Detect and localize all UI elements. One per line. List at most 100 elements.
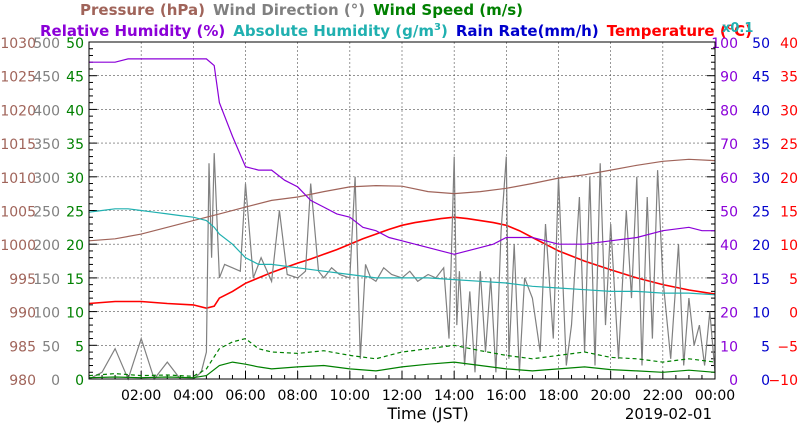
y-tick-label-rain_rate: 15: [752, 272, 770, 288]
y-tick-label-rain_rate: 0: [761, 373, 770, 389]
y-tick-label-humidity: 50: [720, 205, 738, 221]
legend-scale-note: x0.1: [722, 21, 753, 36]
series-line-relative-humidity: [89, 58, 715, 255]
y-tick-label-wind_direction: 300: [33, 171, 60, 187]
y-tick-label-pressure: 990: [9, 306, 36, 322]
y-tick-label-pressure: 1010: [0, 171, 36, 187]
x-tick-label: 06:00: [225, 388, 265, 404]
series-line-absolute-humidity-g-m-x0-1: [88, 208, 716, 296]
plot-series: [88, 58, 716, 381]
x-tick-label: 14:00: [434, 388, 474, 404]
y-tick-label-rain_rate: 40: [752, 103, 770, 119]
y-tick-label-rain_rate: 10: [752, 306, 770, 322]
y-tick-label-wind_speed: 10: [66, 306, 84, 322]
y-tick-label-temperature: 5: [789, 272, 798, 288]
y-tick-label-wind_speed: 50: [66, 36, 84, 52]
y-tick-label-humidity: 70: [720, 137, 738, 153]
legend-entry-1: Wind Direction (°): [213, 1, 365, 19]
y-tick-label-wind_direction: 50: [42, 339, 60, 355]
x-tick-label: 12:00: [382, 388, 422, 404]
y-tick-label-pressure: 995: [9, 272, 36, 288]
y-tick-label-pressure: 980: [9, 373, 36, 389]
y-tick-label-wind_direction: 150: [33, 272, 60, 288]
legend-entry-0: Relative Humidity (%): [40, 22, 225, 40]
y-tick-label-temperature: 25: [780, 137, 798, 153]
y-tick-label-temperature: 30: [780, 103, 798, 119]
y-tick-label-wind_direction: 350: [33, 137, 60, 153]
x-tick-label: 00:00: [695, 388, 735, 404]
y-tick-label-pressure: 1025: [0, 70, 36, 86]
y-tick-label-wind_speed: 15: [66, 272, 84, 288]
y-tick-label-wind_direction: 500: [33, 36, 60, 52]
y-tick-label-pressure: 1005: [0, 205, 36, 221]
y-tick-label-humidity: 60: [720, 171, 738, 187]
y-tick-label-wind_direction: 400: [33, 103, 60, 119]
y-tick-label-humidity: 100: [711, 36, 738, 52]
y-tick-label-temperature: 40: [780, 36, 798, 52]
y-tick-label-wind_direction: 100: [33, 306, 60, 322]
y-tick-label-temperature: 35: [780, 70, 798, 86]
y-tick-label-wind_speed: 5: [75, 339, 84, 355]
y-tick-label-rain_rate: 20: [752, 238, 770, 254]
y-tick-label-wind_direction: 250: [33, 205, 60, 221]
series-line-wind-direction: [88, 153, 716, 381]
series-line-temperature-c: [88, 216, 716, 310]
y-tick-label-humidity: 20: [720, 306, 738, 322]
y-tick-label-rain_rate: 45: [752, 70, 770, 86]
y-tick-label-humidity: 0: [729, 373, 738, 389]
legend-entry-2: Wind Speed (m/s): [373, 1, 523, 19]
series-line-pressure-hpa: [88, 158, 716, 242]
y-tick-label-pressure: 985: [9, 339, 36, 355]
y-tick-label-wind_speed: 20: [66, 238, 84, 254]
x-tick-label: 08:00: [277, 388, 317, 404]
y-tick-label-wind_direction: 0: [51, 373, 60, 389]
y-tick-label-rain_rate: 30: [752, 171, 770, 187]
y-tick-label-pressure: 1030: [0, 36, 36, 52]
y-tick-label-temperature: 0: [789, 306, 798, 322]
y-tick-label-wind_speed: 45: [66, 70, 84, 86]
legend-row-2: Relative Humidity (%) Absolute Humidity (…: [40, 21, 753, 40]
x-tick-label: 10:00: [330, 388, 370, 404]
y-axes: 1030102510201015101010051000995990985980…: [0, 36, 798, 389]
x-axis: 02:00 04:00 06:00 08:00 10:00 12:00 14:00 16:00…: [121, 388, 735, 404]
y-tick-label-humidity: 10: [720, 339, 738, 355]
y-tick-label-pressure: 1015: [0, 137, 36, 153]
y-tick-label-wind_direction: 450: [33, 70, 60, 86]
plot-grid: [88, 42, 716, 379]
y-tick-label-rain_rate: 25: [752, 205, 770, 221]
y-tick-label-wind_speed: 35: [66, 137, 84, 153]
series-line-wind-speed-m-s: [88, 361, 716, 379]
legend-row-1: Pressure (hPa) Wind Direction (°) Wind Spe…: [80, 1, 523, 19]
y-tick-label-wind_speed: 30: [66, 171, 84, 187]
y-tick-label-rain_rate: 35: [752, 137, 770, 153]
y-tick-label-temperature: −5: [777, 339, 798, 355]
y-tick-label-temperature: 15: [780, 205, 798, 221]
y-tick-label-temperature: 20: [780, 171, 798, 187]
x-tick-label: 04:00: [173, 388, 213, 404]
y-tick-label-wind_speed: 25: [66, 205, 84, 221]
x-axis-label: Time (JST): [386, 404, 468, 423]
x-tick-label: 18:00: [538, 388, 578, 404]
x-tick-label: 20:00: [590, 388, 630, 404]
series-line-wind-speed-gust-m-s: [88, 337, 716, 377]
y-tick-label-rain_rate: 50: [752, 36, 770, 52]
plot-frame: [88, 41, 716, 380]
y-tick-label-humidity: 40: [720, 238, 738, 254]
y-tick-label-wind_direction: 200: [33, 238, 60, 254]
y-tick-label-wind_speed: 0: [75, 373, 84, 389]
y-tick-label-pressure: 1020: [0, 103, 36, 119]
y-tick-label-humidity: 30: [720, 272, 738, 288]
legend-entry-2: Rain Rate(mm/h): [456, 22, 599, 40]
legend-entry-0: Pressure (hPa): [80, 1, 205, 19]
y-tick-label-humidity: 90: [720, 70, 738, 86]
y-tick-label-rain_rate: 5: [761, 339, 770, 355]
x-tick-label: 22:00: [643, 388, 683, 404]
x-tick-label: 02:00: [121, 388, 161, 404]
y-tick-label-temperature: 10: [780, 238, 798, 254]
y-tick-label-temperature: −10: [768, 373, 798, 389]
y-tick-label-humidity: 80: [720, 103, 738, 119]
x-tick-label: 16:00: [486, 388, 526, 404]
y-tick-label-wind_speed: 40: [66, 103, 84, 119]
